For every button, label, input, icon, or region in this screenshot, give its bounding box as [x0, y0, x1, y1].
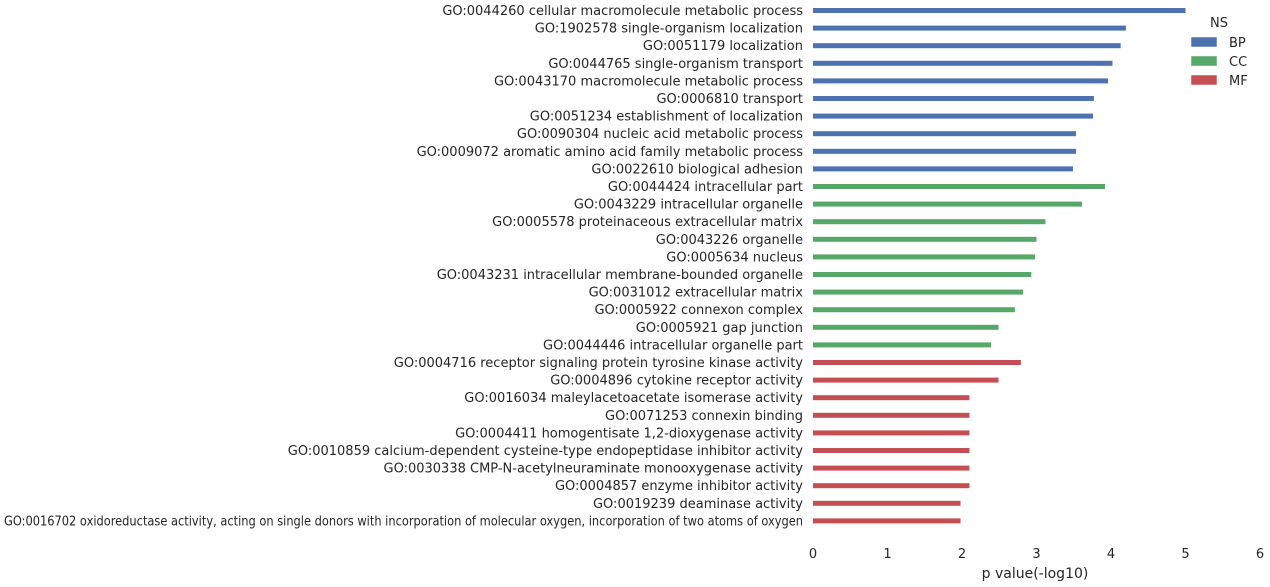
x-tick-label: 0 [809, 547, 817, 562]
x-tick-label: 2 [958, 547, 966, 562]
bar-bp-10 [813, 166, 1074, 172]
bar-cc-6 [813, 272, 1032, 277]
legend-swatch-mf [1190, 74, 1218, 86]
category-label: GO:0030338 CMP-N-acetylneuraminate monoo… [384, 462, 804, 477]
legend-title: NS [1210, 16, 1228, 31]
category-label: GO:0022610 biological adhesion [591, 162, 803, 177]
category-label: GO:0019239 deaminase activity [593, 497, 803, 512]
bar-bp-6 [813, 96, 1094, 101]
bar-bp-5 [813, 78, 1109, 84]
bar-bp-7 [813, 113, 1094, 119]
bar-bp-1 [813, 8, 1186, 13]
category-label: GO:0044260 cellular macromolecule metabo… [442, 4, 803, 19]
bar-cc-4 [813, 236, 1037, 242]
bar-cc-9 [813, 324, 999, 330]
bar-mf-5 [813, 430, 970, 436]
legend-label-bp: BP [1229, 36, 1246, 51]
category-label: GO:1902578 single-organism localization [535, 22, 803, 37]
category-label: GO:0006810 transport [656, 92, 803, 107]
bar-cc-7 [813, 289, 1024, 295]
legend: NS BP CC MF [1190, 16, 1248, 89]
bar-cc-2 [813, 201, 1082, 207]
bar-cc-8 [813, 307, 1015, 313]
category-label: GO:0043170 macromolecule metabolic proce… [494, 74, 803, 89]
category-label: GO:0044424 intracellular part [608, 180, 803, 195]
category-label: GO:0004896 cytokine receptor activity [550, 374, 803, 389]
category-label: GO:0051234 establishment of localization [530, 110, 803, 125]
x-axis: p value(-log10) 0 1 2 3 4 5 6 [809, 547, 1264, 582]
bar-mf-8 [813, 483, 970, 489]
category-label: GO:0043231 intracellular membrane-bounde… [437, 268, 803, 283]
bar-bp-9 [813, 148, 1076, 154]
bar-bp-2 [813, 25, 1126, 31]
category-label: GO:0043226 organelle [656, 233, 803, 248]
category-labels: GO:0044260 cellular macromolecule metabo… [4, 4, 803, 529]
category-label: GO:0005922 connexon complex [594, 303, 803, 318]
x-tick-label: 4 [1107, 547, 1115, 562]
bar-cc-1 [813, 184, 1106, 189]
legend-swatch-bp [1190, 36, 1218, 48]
x-tick-label: 5 [1181, 547, 1189, 562]
category-label: GO:0044446 intracellular organelle part [543, 338, 803, 353]
category-label: GO:0010859 calcium-dependent cysteine-ty… [288, 444, 804, 459]
legend-label-cc: CC [1229, 55, 1247, 70]
bar-cc-10 [813, 342, 992, 348]
category-label: GO:0031012 extracellular matrix [589, 286, 804, 301]
category-label: GO:0005578 proteinaceous extracellular m… [492, 215, 803, 230]
category-label: GO:0071253 connexin binding [605, 409, 803, 424]
category-label: GO:0051179 localization [643, 39, 803, 54]
x-tick-label: 1 [883, 547, 891, 562]
x-tick-label: 6 [1256, 547, 1264, 562]
category-label: GO:0016702 oxidoreductase activity, acti… [4, 514, 803, 529]
legend-label-mf: MF [1229, 74, 1248, 89]
bar-bp-4 [813, 60, 1113, 66]
bar-bp-3 [813, 43, 1121, 49]
category-label: GO:0004716 receptor signaling protein ty… [394, 356, 804, 371]
x-axis-label: p value(-log10) [982, 566, 1089, 582]
bar-mf-6 [813, 448, 970, 453]
category-label: GO:0016034 maleylacetoacetate isomerase … [464, 391, 803, 406]
category-label: GO:0009072 aromatic amino acid family me… [417, 145, 804, 160]
bar-mf-1 [813, 360, 1021, 365]
bar-mf-3 [813, 395, 970, 401]
x-tick-label: 3 [1032, 547, 1040, 562]
category-label: GO:0043229 intracellular organelle [574, 198, 803, 213]
bars [813, 8, 1186, 524]
bar-mf-9 [813, 500, 961, 506]
category-label: GO:0090304 nucleic acid metabolic proces… [517, 127, 803, 142]
category-label: GO:0005921 gap junction [636, 321, 803, 336]
bar-cc-3 [813, 219, 1046, 225]
bar-mf-7 [813, 465, 970, 471]
category-label: GO:0044765 single-organism transport [548, 57, 803, 72]
category-label: GO:0004857 enzyme inhibitor activity [555, 479, 803, 494]
bar-mf-2 [813, 377, 999, 383]
bar-cc-5 [813, 254, 1036, 260]
bar-bp-8 [813, 131, 1076, 137]
bar-mf-10 [813, 518, 961, 524]
bar-mf-4 [813, 412, 970, 418]
category-label: GO:0005634 nucleus [666, 250, 803, 265]
legend-swatch-cc [1190, 55, 1218, 67]
category-label: GO:0004411 homogentisate 1,2-dioxygenase… [455, 426, 803, 441]
